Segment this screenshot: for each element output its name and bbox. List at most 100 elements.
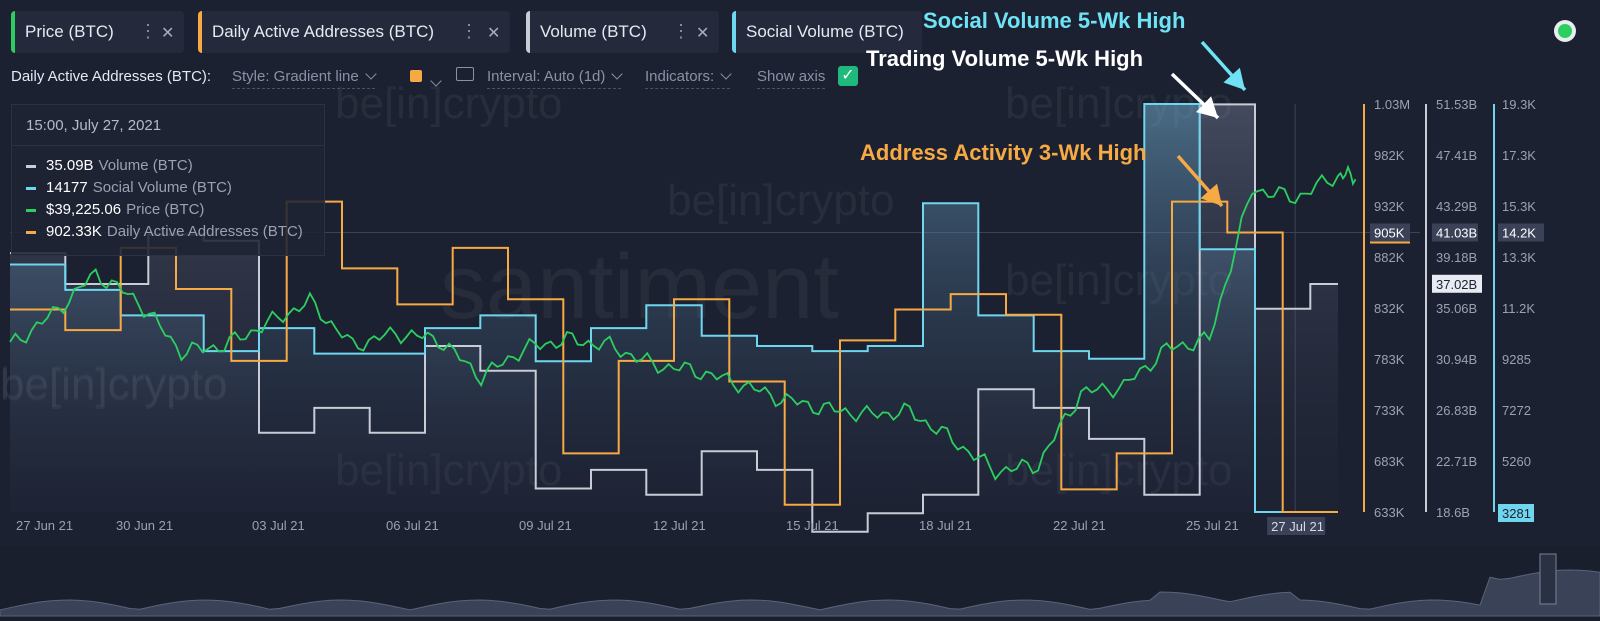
chevron-down-icon	[720, 68, 732, 80]
social-volume-arrow-head	[1223, 67, 1245, 90]
indicators-dropdown[interactable]: Indicators:	[645, 68, 732, 89]
toolbar-metric-label: Daily Active Addresses (BTC):	[11, 68, 212, 85]
chart-toolbar: Daily Active Addresses (BTC): Style: Gra…	[0, 64, 900, 90]
annotation-address-activity-high: Address Activity 3-Wk High	[860, 140, 1147, 165]
x-tick-label: 30 Jun 21	[116, 518, 173, 533]
tooltip-date: 15:00, July 27, 2021	[26, 117, 162, 134]
interval-icon	[456, 67, 474, 81]
x-hover-label: 27 Jul 21	[1271, 519, 1324, 534]
tooltip-row-daily-active-addresses: 902.33K Daily Active Addresses (BTC)	[26, 223, 303, 240]
y-tick-label: 5260	[1502, 454, 1531, 469]
navigator-minimap[interactable]	[0, 546, 1600, 621]
tab-volume[interactable]: Volume (BTC) ⋮ ✕	[526, 11, 719, 53]
x-tick-label: 18 Jul 21	[919, 518, 972, 533]
tab-price[interactable]: Price (BTC) ⋮ ✕	[11, 11, 184, 53]
trading-volume-arrow-head	[1195, 96, 1218, 118]
tooltip-value: $39,225.06	[46, 201, 122, 218]
close-icon[interactable]: ✕	[161, 25, 175, 42]
chevron-down-icon	[611, 68, 624, 80]
axis-highlight-badge	[1370, 223, 1410, 242]
chevron-down-icon	[365, 68, 377, 80]
y-tick-label: 35.06B	[1436, 301, 1477, 316]
chevron-down-icon[interactable]	[430, 75, 442, 87]
axis-highlight-badge	[1498, 223, 1544, 242]
show-axis-label: Show axis	[757, 68, 826, 89]
y-tick-label: 26.83B	[1436, 403, 1477, 418]
tab-label: Volume (BTC)	[540, 22, 647, 41]
y-tick-label: 932K	[1374, 199, 1405, 214]
navigator-handle[interactable]	[1539, 553, 1557, 605]
style-dropdown[interactable]: Style: Gradient line	[232, 68, 377, 89]
more-menu-icon[interactable]: ⋮	[460, 21, 478, 41]
y-tick-label: 30.94B	[1436, 352, 1477, 367]
style-dropdown-label: Style: Gradient line	[232, 68, 359, 85]
close-icon[interactable]: ✕	[487, 25, 501, 42]
axis-marker-badge	[1498, 504, 1534, 522]
y-tick-label: 11.2K	[1502, 301, 1535, 316]
tab-color-bar	[11, 11, 15, 53]
chart-axes: 1.03M 982K 932K 882K 832K 783K 733K 683K 633K 905…	[16, 97, 1544, 535]
y-tick-label: 982K	[1374, 148, 1405, 163]
y-tick-label: 882K	[1374, 250, 1405, 265]
tab-social-volume[interactable]: Social Volume (BTC)	[732, 11, 922, 53]
y-tick-label: 832K	[1374, 301, 1405, 316]
color-swatch[interactable]	[410, 70, 422, 82]
show-axis-checkbox[interactable]: ✓	[838, 66, 858, 86]
tooltip-series-name: Daily Active Addresses (BTC)	[106, 223, 303, 240]
tab-daily-active-addresses[interactable]: Daily Active Addresses (BTC) ⋮ ✕	[198, 11, 510, 53]
x-tick-label: 22 Jul 21	[1053, 518, 1106, 533]
close-icon[interactable]: ✕	[696, 25, 710, 42]
y-tick-label: 51.53B	[1436, 97, 1477, 112]
tab-label: Daily Active Addresses (BTC)	[212, 22, 435, 41]
y-tick-label: 733K	[1374, 403, 1405, 418]
axis-highlight-value: 41.03B	[1436, 225, 1477, 240]
watermark-text: be[in]crypto	[335, 79, 562, 128]
more-menu-icon[interactable]: ⋮	[139, 21, 157, 41]
tab-color-bar	[526, 11, 530, 53]
y-tick-label: 18.6B	[1436, 505, 1470, 520]
series-color-mark	[26, 186, 36, 190]
hover-tooltip: 15:00, July 27, 2021 35.09B Volume (BTC) …	[11, 104, 325, 256]
x-tick-label: 25 Jul 21	[1186, 518, 1239, 533]
annotation-social-volume-high: Social Volume 5-Wk High	[923, 8, 1186, 33]
more-menu-icon[interactable]: ⋮	[672, 21, 690, 41]
navigator-series	[0, 569, 1600, 617]
address-activity-arrow-head	[1200, 183, 1222, 206]
tooltip-value: 35.09B	[46, 157, 94, 174]
tooltip-value: 14177	[46, 179, 88, 196]
series-color-mark	[26, 230, 36, 234]
x-tick-label: 03 Jul 21	[252, 518, 305, 533]
y-tick-label: 683K	[1374, 454, 1405, 469]
axis-marker-value: 37.02B	[1436, 277, 1477, 292]
series-line-daily-active-addresses	[10, 200, 1338, 513]
y-tick-label: 19.3K	[1502, 97, 1536, 112]
tab-color-bar	[198, 11, 202, 53]
series-color-mark	[26, 164, 36, 168]
tooltip-row-price: $39,225.06 Price (BTC)	[26, 201, 204, 218]
tooltip-divider	[12, 145, 324, 146]
x-hover-badge	[1267, 517, 1326, 535]
x-tick-label: 12 Jul 21	[653, 518, 706, 533]
interval-dropdown-label: Interval: Auto (1d)	[487, 68, 606, 85]
tooltip-row-volume: 35.09B Volume (BTC)	[26, 157, 193, 174]
tooltip-row-social-volume: 14177 Social Volume (BTC)	[26, 179, 232, 196]
interval-dropdown[interactable]: Interval: Auto (1d)	[487, 68, 624, 89]
series-color-mark	[26, 208, 36, 212]
status-indicator[interactable]	[1558, 24, 1572, 38]
x-tick-label: 06 Jul 21	[386, 518, 439, 533]
annotation-arrows	[1170, 40, 1247, 208]
indicators-dropdown-label: Indicators:	[645, 68, 715, 85]
y-tick-label: 9285	[1502, 352, 1531, 367]
y-tick-label: 15.3K	[1502, 199, 1536, 214]
y-tick-label: 1.03M	[1374, 97, 1410, 112]
axis-marker-value: 3281	[1502, 506, 1531, 521]
axis-highlight-badge	[1432, 223, 1478, 242]
y-tick-label: 783K	[1374, 352, 1405, 367]
tab-color-bar	[732, 11, 736, 53]
y-tick-label: 13.3K	[1502, 250, 1536, 265]
tooltip-series-name: Social Volume (BTC)	[92, 179, 232, 196]
annotation-trading-volume-high: Trading Volume 5-Wk High	[866, 46, 1144, 71]
y-tick-label: 633K	[1374, 505, 1405, 520]
x-tick-label: 27 Jun 21	[16, 518, 73, 533]
